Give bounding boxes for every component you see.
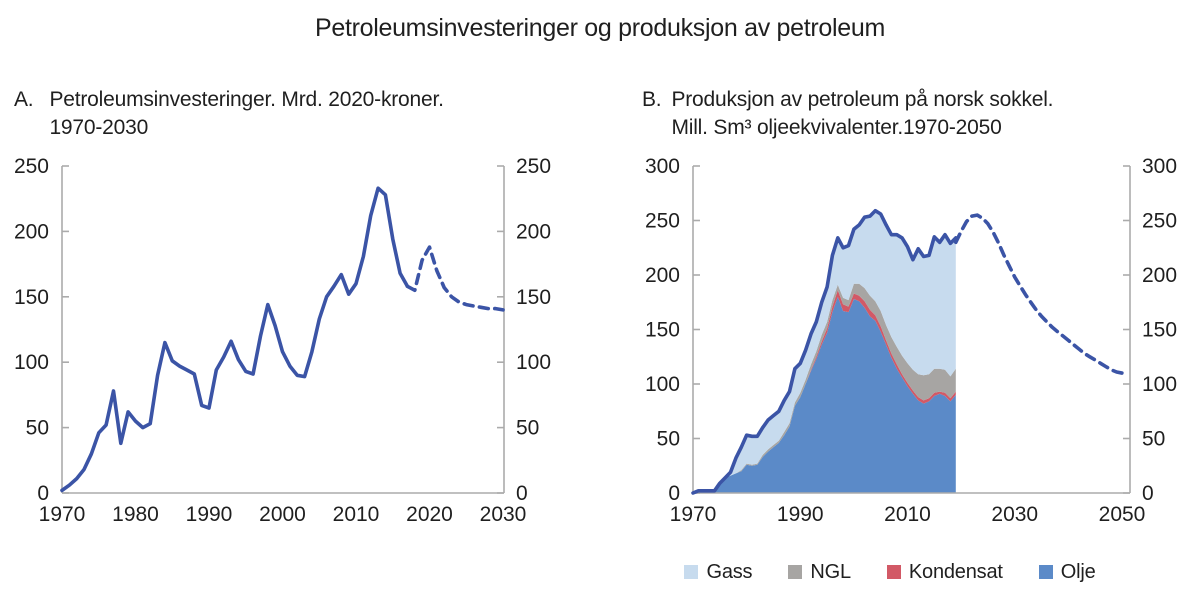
y-tick-label-left: 250 [645, 210, 680, 233]
series-lines [691, 208, 1124, 495]
x-tick-label: 1990 [777, 503, 824, 526]
y-tick-label-right: 200 [516, 220, 551, 243]
y-tick-label-left: 50 [657, 428, 680, 451]
y-tick-label-right: 250 [1142, 210, 1177, 233]
y-tick-label-right: 50 [1142, 428, 1165, 451]
y-tick-label-left: 100 [14, 351, 49, 374]
chart-a-title-line2: 1970-2030 [49, 115, 149, 139]
legend-swatch-ngl [788, 565, 803, 579]
y-tick-label-left: 250 [14, 155, 49, 178]
y-tick-label-right: 100 [1142, 373, 1177, 396]
x-tick-label: 2010 [333, 503, 380, 526]
y-axis-labels: 0 0 50 50 100 100 150 150 200 200 250 250 300 300 [645, 155, 1177, 505]
projection-line [405, 245, 505, 312]
axes [61, 165, 505, 494]
axes [692, 165, 1131, 494]
x-tick-label: 1970 [670, 503, 717, 526]
chart-a-title-line1: Petroleumsinvesteringer. Mrd. 2020-krone… [49, 88, 444, 111]
y-tick-label-right: 300 [1142, 155, 1177, 178]
chart-b-title-line1: Produksjon av petroleum på norsk sokkel. [671, 88, 1054, 111]
x-tick-label: 2050 [1099, 503, 1146, 526]
legend-label-ngl: NGL [810, 560, 851, 583]
history-line [60, 186, 410, 493]
y-tick-label-left: 100 [645, 373, 680, 396]
y-tick-label-right: 0 [516, 482, 528, 505]
legend-item-olje: Olje [1038, 560, 1096, 584]
legend-label-kondensat: Kondensat [908, 560, 1003, 583]
y-tick-label-left: 300 [645, 155, 680, 178]
area-gass [693, 210, 956, 493]
legend-label-gass: Gass [706, 560, 753, 583]
x-tick-label: 2010 [884, 503, 931, 526]
x-tick-label: 2020 [406, 503, 453, 526]
y-tick-label-right: 50 [516, 417, 539, 440]
legend-swatch-kondensat [886, 565, 901, 579]
history-line [691, 208, 958, 495]
chart-b-legend: Gass NGL Kondensat Olje [600, 556, 1180, 588]
chart-a-title-prefix: A. [14, 88, 34, 111]
chart-b-plot: 0 0 50 50 100 100 150 150 200 200 250 250 300 300 1970… [645, 155, 1177, 526]
legend-swatch-gass [684, 565, 699, 579]
legend-label-olje: Olje [1060, 560, 1096, 583]
y-tick-label-left: 200 [645, 264, 680, 287]
area-olje [693, 296, 956, 493]
y-tick-label-right: 150 [1142, 319, 1177, 342]
legend-swatch-olje [1038, 565, 1053, 579]
stacked-areas [693, 210, 956, 493]
x-axis-labels: 1970 1990 2010 2030 2050 [670, 503, 1146, 526]
y-tick-label-right: 200 [1142, 264, 1177, 287]
y-tick-label-right: 150 [516, 286, 551, 309]
y-axis-labels: 0 0 50 50 100 100 150 150 200 200 250 250 [14, 155, 551, 505]
figure-title: Petroleumsinvesteringer og produksjon av… [314, 14, 886, 42]
x-tick-label: 2030 [480, 503, 527, 526]
x-tick-label: 1970 [39, 503, 86, 526]
projection-line [954, 213, 1124, 375]
chart-b-title-line2: Mill. Sm³ oljeekvivalenter.1970-2050 [671, 115, 1002, 139]
y-tick-label-left: 0 [668, 482, 680, 505]
legend-item-ngl: NGL [788, 561, 851, 584]
legend-item-gass: Gass [684, 560, 753, 584]
y-tick-label-left: 150 [14, 286, 49, 309]
chart-b-title: B. Produksjon av petroleum på norsk sokk… [642, 86, 1054, 141]
y-tick-label-left: 200 [14, 220, 49, 243]
series-lines [60, 186, 505, 493]
area-ngl [693, 283, 956, 493]
x-tick-label: 1990 [186, 503, 233, 526]
chart-b-title-prefix: B. [642, 88, 662, 111]
y-tick-label-left: 0 [37, 482, 49, 505]
y-tick-label-right: 100 [516, 351, 551, 374]
y-tick-label-right: 250 [516, 155, 551, 178]
y-tick-label-left: 50 [26, 417, 49, 440]
y-tick-label-right: 0 [1142, 482, 1154, 505]
x-axis-labels: 1970 1980 1990 2000 2010 2020 2030 [39, 503, 527, 526]
x-tick-label: 2000 [259, 503, 306, 526]
legend-item-kondensat: Kondensat [886, 560, 1003, 584]
y-tick-label-left: 150 [645, 319, 680, 342]
chart-a-title: A. Petroleumsinvesteringer. Mrd. 2020-kr… [14, 86, 444, 141]
x-tick-label: 2030 [991, 503, 1038, 526]
x-tick-label: 1980 [112, 503, 159, 526]
